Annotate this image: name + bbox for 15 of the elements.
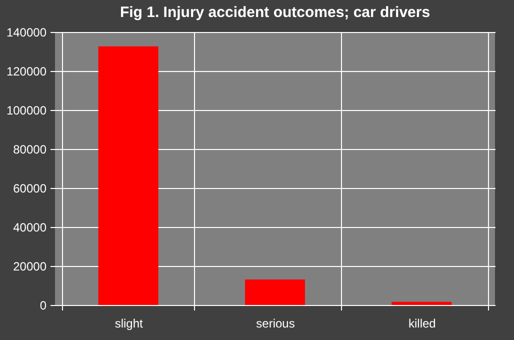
- y-tick-label: 120000: [6, 64, 47, 78]
- x-tick-label: serious: [256, 316, 295, 330]
- y-tick-label: 60000: [13, 182, 47, 196]
- bar: [392, 302, 452, 305]
- chart-title: Fig 1. Injury accident outcomes; car drivers: [120, 4, 430, 21]
- y-tick-label: 140000: [6, 26, 47, 40]
- x-tick-label: slight: [114, 316, 144, 330]
- y-tick-label: 0: [40, 298, 47, 312]
- x-tick-label: killed: [408, 316, 436, 330]
- bar: [245, 279, 305, 305]
- y-tick-label: 100000: [6, 104, 47, 118]
- y-tick-label: 40000: [13, 220, 47, 234]
- y-tick-label: 20000: [13, 260, 47, 274]
- y-tick-label: 80000: [13, 142, 47, 156]
- bar: [98, 46, 158, 305]
